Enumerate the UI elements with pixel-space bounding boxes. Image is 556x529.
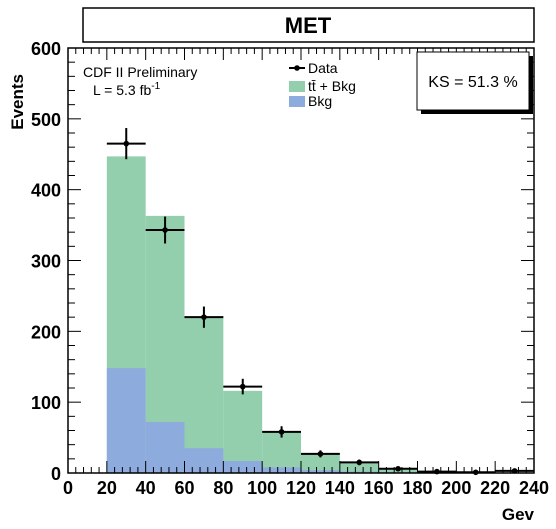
legend-bkg-swatch [289,96,305,107]
bkg-bar [145,422,185,473]
bkg-bar [223,460,263,473]
data-point [145,216,185,244]
data-point [301,450,340,458]
x-tick-label: 180 [402,478,432,498]
x-tick-label: 140 [325,478,355,498]
bkg-bar [301,470,340,473]
ttbar-bkg-bar [184,316,224,473]
bkg-bar [106,368,146,473]
x-tick-label: 40 [136,478,156,498]
legend: Data tt̄ + Bkg Bkg [289,60,356,109]
x-tick-label: 20 [97,478,117,498]
legend-data-label: Data [308,60,338,76]
legend-bkg-label: Bkg [308,93,332,109]
data-point [223,378,263,395]
y-axis-title: Events [8,74,27,130]
y-axis-ticks: 0 100 200 300 400 500 600 [31,39,534,484]
x-axis-title: Gev [502,505,535,524]
x-tick-label: 120 [286,478,316,498]
bkg-bar [184,448,224,473]
ttbar-bkg-bar [223,390,263,473]
data-point [262,426,301,438]
x-tick-label: 100 [247,478,277,498]
x-tick-label: 60 [174,478,194,498]
experiment-label: CDF II Preliminary [83,64,197,80]
y-tick-label: 200 [31,322,61,342]
legend-ttbar-label: tt̄ + Bkg [308,78,356,94]
x-tick-label: 0 [63,478,73,498]
background-bars [106,368,534,473]
data-point [378,465,418,472]
x-tick-label: 240 [519,478,549,498]
y-tick-label: 100 [31,393,61,413]
x-tick-label: 160 [364,478,394,498]
data-point [106,128,146,160]
data-points [106,128,534,476]
legend-ttbar-swatch [289,81,305,92]
ttbar-bkg-bar [339,463,379,473]
y-tick-label: 500 [31,110,61,130]
x-tick-label: 80 [213,478,233,498]
data-point [339,459,379,466]
ks-value: KS = 51.3 % [428,74,517,91]
ks-box [416,51,530,111]
bkg-bar [262,467,301,473]
x-tick-label: 220 [480,478,510,498]
y-tick-label: 600 [31,39,61,59]
legend-data-marker [289,65,305,71]
ttbar-bkg-bar [262,431,301,473]
data-point [184,306,224,328]
ttbar-bkg-bar [301,453,340,473]
title-box [82,7,535,43]
y-tick-label: 400 [31,181,61,201]
chart-title: MET [285,13,332,38]
x-tick-label: 200 [441,478,471,498]
luminosity-text: L = 5.3 fb [93,82,151,98]
y-tick-label: 0 [51,464,61,484]
luminosity-exponent: -1 [151,81,160,92]
x-axis-ticks: 0 20 40 60 80 100 120 140 160 180 200 220 240 [63,48,549,498]
luminosity-label: L = 5.3 fb-1 [93,81,161,98]
y-tick-label: 300 [31,252,61,272]
